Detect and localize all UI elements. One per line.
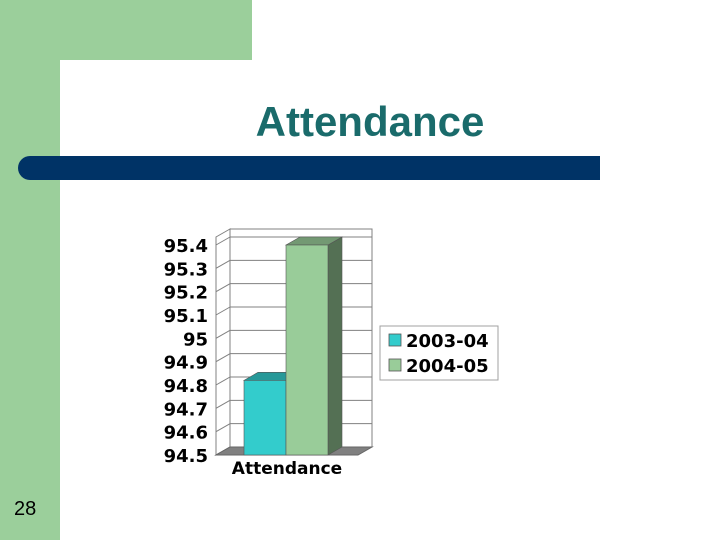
slide-title: Attendance — [255, 98, 485, 145]
y-tick-label: 95 — [183, 329, 208, 350]
legend-label: 2003-04 — [406, 331, 489, 352]
x-category-label: Attendance — [232, 459, 342, 479]
y-tick-label: 95.2 — [164, 283, 208, 304]
gridline-depth — [215, 306, 231, 316]
gridline-depth — [215, 353, 231, 363]
gridline-depth — [215, 376, 231, 386]
legend-label: 2004-05 — [406, 356, 489, 377]
gridline-depth — [215, 283, 231, 293]
page-number: 28 — [14, 498, 37, 520]
y-tick-label: 94.7 — [164, 399, 208, 420]
gridline-depth — [215, 329, 231, 339]
y-tick-label: 95.1 — [164, 306, 208, 327]
legend-swatch — [388, 358, 402, 372]
bar-2003-04 — [243, 380, 287, 456]
y-tick-label: 94.8 — [164, 376, 208, 397]
legend-swatch — [388, 333, 402, 347]
title-underline-bar — [18, 156, 600, 180]
top-decorative-band — [0, 0, 252, 60]
gridline-depth — [215, 259, 231, 269]
y-tick-label: 95.3 — [164, 259, 208, 280]
gridline-depth — [215, 399, 231, 409]
gridline-depth — [215, 236, 231, 246]
y-tick-label: 94.5 — [164, 446, 208, 467]
plot-side-wall — [215, 228, 231, 456]
bar-side-2004-05 — [327, 236, 343, 456]
bar-2004-05 — [285, 244, 329, 456]
y-tick-label: 94.9 — [164, 353, 208, 374]
y-tick-label: 94.6 — [164, 423, 208, 444]
y-tick-label: 95.4 — [164, 236, 208, 257]
gridline-depth — [215, 423, 231, 433]
left-decorative-band — [0, 0, 60, 540]
